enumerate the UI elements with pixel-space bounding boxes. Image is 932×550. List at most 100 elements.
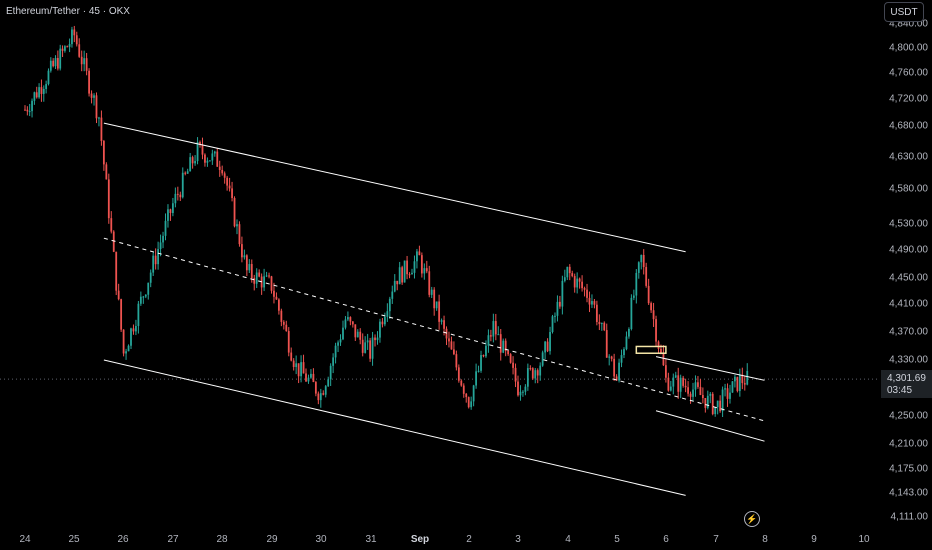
candle [556,295,559,322]
candle [100,110,103,146]
candle [164,213,167,241]
candle [467,396,470,409]
candle [494,313,497,341]
candle [184,171,187,176]
price-tick: 4,720.00 [889,93,928,105]
candle [265,271,268,278]
candle [418,245,421,256]
candle [726,383,729,407]
small-channel-lower-line[interactable] [655,410,765,442]
candle [551,314,554,334]
price-tick: 4,250.00 [889,410,928,422]
time-tick: 24 [19,534,31,545]
candle [531,367,534,380]
candle [428,265,431,298]
candle [45,80,48,94]
candle [605,323,608,358]
price-axis[interactable]: 4,840.00 4,800.00 4,760.00 4,720.00 4,680.00… [880,0,932,550]
candle [255,268,258,289]
flash-icon[interactable]: ⚡ [744,511,760,527]
candle [322,390,325,396]
candle [83,50,86,72]
candle [401,265,404,285]
time-tick: Sep [410,534,430,545]
candle [731,381,734,393]
candle [332,353,335,374]
candle [620,349,623,368]
candle [179,191,182,202]
price-tick: 4,580.00 [889,183,928,195]
candle [497,326,500,336]
candle [354,324,357,341]
small-channel-upper-line[interactable] [655,356,765,381]
candle [509,353,512,364]
candle [243,249,246,260]
candle [351,320,354,328]
candle [403,260,406,283]
candle [305,368,307,382]
candle [440,318,443,325]
price-chart[interactable] [0,0,880,528]
candle [287,327,290,357]
candle [522,390,524,397]
time-tick: 8 [762,534,768,545]
price-tick: 4,330.00 [889,354,928,366]
candle [337,340,339,353]
highlight-rectangle[interactable] [635,345,667,354]
candle [359,328,362,345]
candle [110,211,113,234]
candle [391,285,394,304]
candle [623,347,625,359]
candle [699,378,702,396]
candle [154,248,157,270]
candle [127,344,130,352]
candle [571,270,574,278]
candle [238,221,241,247]
candle [472,384,475,407]
candle [80,50,83,72]
candle [593,298,596,309]
candle [297,363,300,384]
time-tick: 29 [266,534,278,545]
candle [719,395,722,413]
candle [122,329,125,357]
candle [598,314,601,331]
candle [47,68,50,86]
channel-lower-line[interactable] [103,359,686,496]
candle [300,355,302,383]
candle [260,273,263,295]
chart-area[interactable]: Ethereum/Tether · 45 · OKX ⚡ [0,0,880,528]
price-tick: 4,680.00 [889,120,928,132]
candle [162,231,164,249]
time-axis[interactable]: 24 25 26 27 28 29 30 31 Sep 2 3 4 5 6 7 8 9 10 [0,528,880,550]
candle [711,392,714,416]
candle [662,345,665,366]
candle [502,338,505,354]
candle [102,139,105,171]
candle [248,259,251,274]
candle [144,294,147,299]
candle [734,374,736,388]
candle [665,358,667,383]
candle [120,298,123,332]
candle [213,150,216,157]
candle [176,186,179,201]
channel-upper-line[interactable] [103,122,686,253]
candle [93,93,95,106]
candle [499,328,502,361]
last-price-tag: 4,301.69 03:45 [881,370,932,398]
candle [741,367,744,390]
symbol-title[interactable]: Ethereum/Tether · 45 · OKX [6,6,130,17]
candle [201,137,204,160]
candle [453,341,455,356]
price-tick: 4,630.00 [889,151,928,163]
candle [376,331,379,345]
price-tick: 4,840.00 [889,18,928,30]
candle [630,294,633,331]
time-tick: 26 [117,534,129,545]
candle [743,376,746,391]
candle [64,45,66,53]
candle [475,363,477,389]
channel-mid-line[interactable] [103,237,765,422]
currency-button[interactable]: USDT [884,2,924,22]
